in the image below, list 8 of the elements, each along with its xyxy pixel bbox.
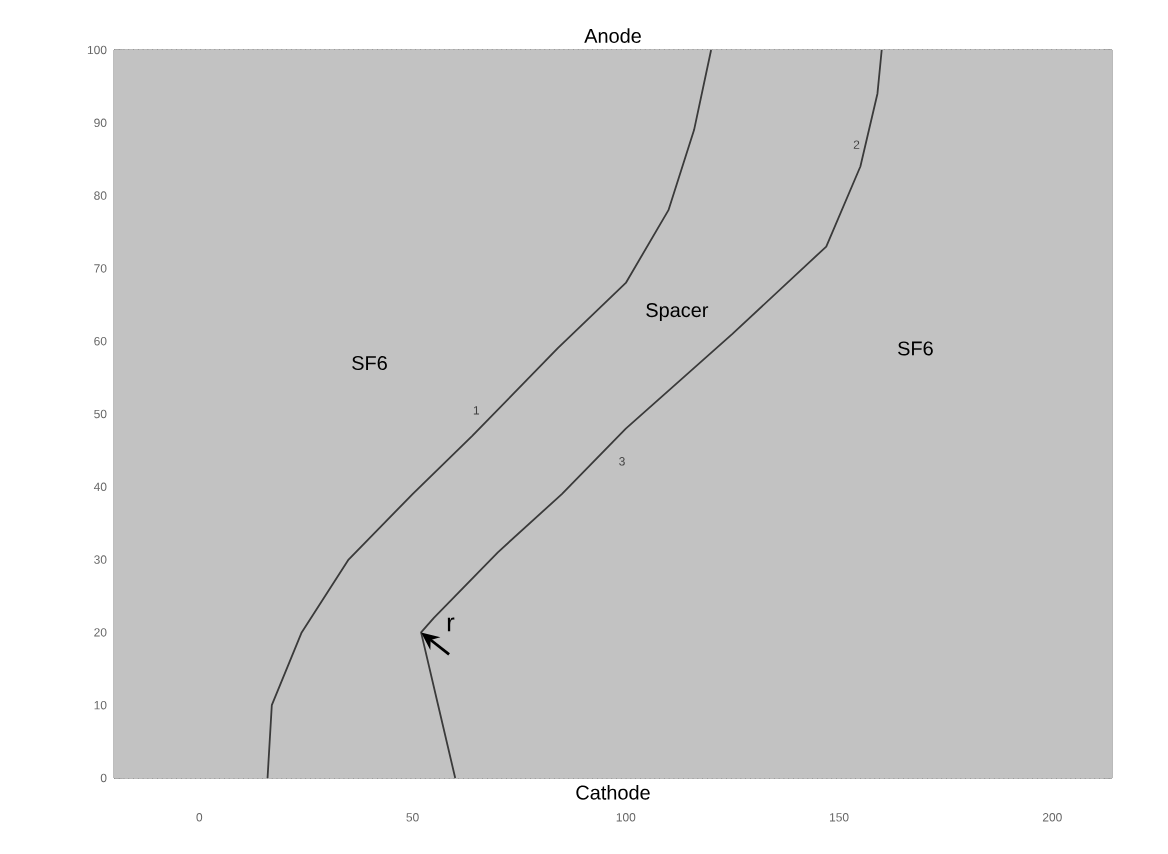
text: Anode	[584, 28, 641, 43]
annotation: Spacer	[646, 303, 709, 322]
line-series	[266, 49, 712, 779]
annotation: SF6	[352, 355, 387, 371]
text: Cathode	[576, 785, 650, 800]
annotation: SF6	[898, 341, 933, 356]
line-series	[420, 49, 883, 779]
annotation: r	[447, 617, 455, 632]
